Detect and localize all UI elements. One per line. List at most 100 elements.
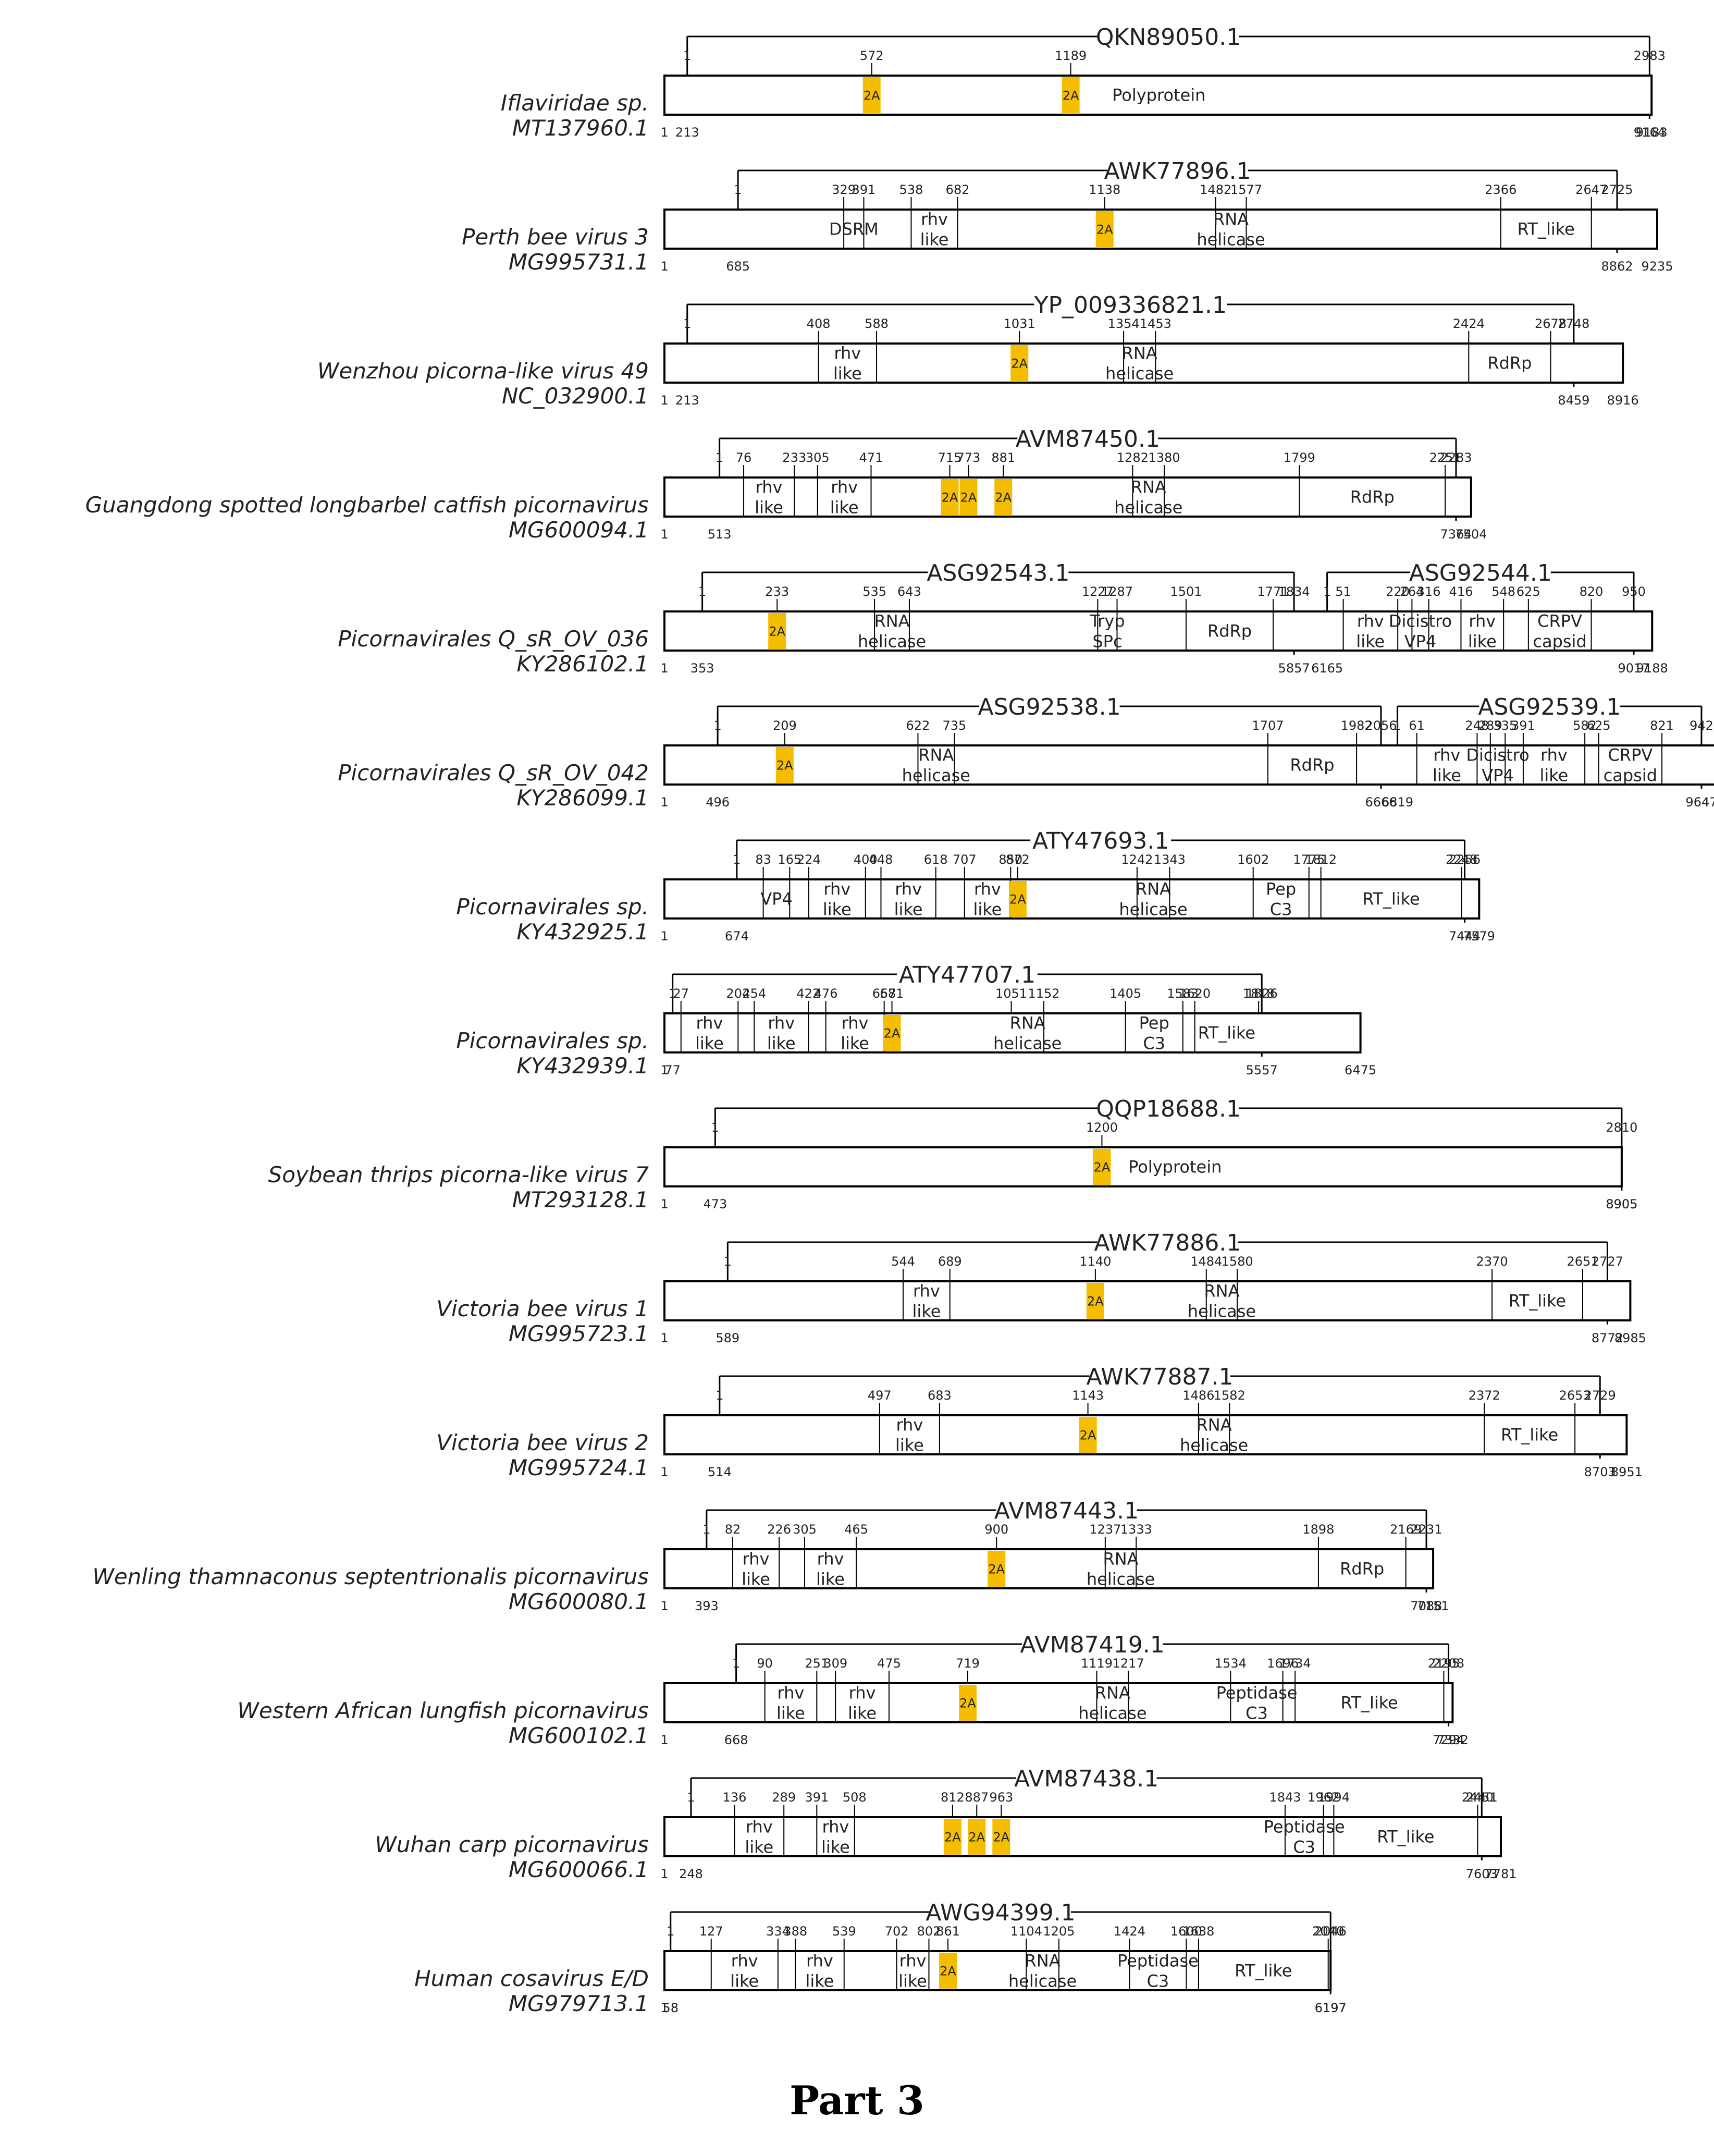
domain-label: Peptidase — [1264, 1817, 1345, 1837]
aa-position-label: 388 — [783, 1924, 807, 1939]
genome-box — [663, 75, 1653, 116]
aa-position-label: 2653 — [1559, 1388, 1591, 1403]
motif-2a-label: 2A — [776, 758, 793, 773]
motif-2a-label: 2A — [1080, 1428, 1096, 1443]
aa-position-label: 1343 — [1154, 852, 1186, 867]
domain-label: like — [823, 900, 852, 920]
nt-end-label: 6666 — [1365, 795, 1397, 810]
aa-position-label: 335 — [1493, 718, 1517, 733]
domain-label: like — [894, 900, 923, 920]
protein-accession: ASG92544.1 — [1409, 560, 1552, 586]
motif-2a-label: 2A — [1096, 223, 1113, 237]
aa-position-label: 643 — [897, 584, 921, 599]
aa-position-label: 1 — [716, 450, 723, 465]
nt-start-label: 353 — [690, 661, 714, 676]
domain-label: DSRM — [829, 219, 879, 239]
aa-position-label: 2370 — [1476, 1254, 1508, 1269]
genome-box — [663, 1280, 1632, 1321]
aa-position-label: 773 — [957, 450, 981, 465]
domain-label: RNA — [1025, 1951, 1061, 1971]
domain-label: rhv — [974, 879, 1001, 899]
aa-position-label: 657 — [872, 986, 896, 1001]
species-name: Soybean thrips picorna-like virus 7 — [268, 1162, 649, 1187]
aa-position-label: 76 — [736, 450, 752, 465]
genome-box — [663, 1414, 1628, 1455]
genome-box — [663, 476, 1472, 518]
motif-2a-box — [862, 77, 881, 113]
domain-label: helicase — [1078, 1704, 1146, 1723]
domain-label: like — [745, 1838, 773, 1857]
aa-position-label: 233 — [765, 584, 789, 599]
accession-number: NC_032900.1 — [502, 383, 649, 409]
domain-label: helicase — [1197, 230, 1265, 250]
aa-position-label: 689 — [938, 1254, 962, 1269]
aa-position-label: 1354 — [1108, 316, 1140, 331]
motif-2a-box — [968, 1819, 986, 1855]
motif-2a-label: 2A — [1011, 357, 1028, 371]
aa-position-label: 622 — [906, 718, 930, 733]
aa-position-label: 90 — [757, 1656, 773, 1671]
protein-accession: AWG94399.1 — [926, 1900, 1075, 1926]
motif-2a-label: 2A — [864, 89, 880, 103]
nt-start-label: 77 — [664, 1063, 681, 1077]
motif-2a-box — [994, 479, 1013, 515]
nt-one-label: 1 — [660, 125, 668, 140]
domain-label: SPc — [1092, 632, 1122, 652]
aa-position-label: 963 — [989, 1790, 1013, 1805]
domain-label: RT_like — [1509, 1291, 1566, 1311]
domain-label: helicase — [1119, 900, 1187, 920]
aa-position-label: 1982 — [1341, 718, 1373, 733]
domain-label: like — [1539, 766, 1568, 786]
genome-12: Wenling thamnaconus septentrionalis pico… — [92, 1498, 1449, 1614]
aa-position-label: 1582 — [1214, 1388, 1246, 1403]
domain-label: rhv — [1540, 745, 1568, 765]
domain-label: Peptidase — [1216, 1683, 1298, 1703]
motif-2a-box — [775, 747, 794, 783]
domain-label: like — [821, 1838, 850, 1857]
domain-label: RT_like — [1362, 889, 1420, 909]
aa-position-label: 1812 — [1305, 852, 1337, 867]
genome-box — [663, 1950, 1332, 1991]
domain-label: rhv — [817, 1549, 844, 1569]
aa-position-label: 1534 — [1215, 1656, 1247, 1671]
motif-2a-label: 2A — [1087, 1294, 1104, 1309]
genome-length-label: 7781 — [1485, 1867, 1516, 1881]
domain-label: Dicistro — [1389, 611, 1452, 631]
aa-position-label: 309 — [823, 1656, 847, 1671]
nt-one-label: 1 — [660, 929, 668, 944]
accession-number: KY286099.1 — [516, 785, 649, 811]
domain-label: RdRp — [1487, 353, 1532, 373]
aa-position-label: 887 — [965, 1790, 989, 1805]
nt-one-label: 1 — [660, 393, 668, 408]
aa-position-label: 1 — [702, 1522, 710, 1537]
aa-position-label: 1031 — [1004, 316, 1035, 331]
aa-position-label: 820 — [1580, 584, 1604, 599]
domain-label: Pep — [1139, 1013, 1169, 1033]
genome-length-label: 6475 — [1345, 1063, 1376, 1077]
aa-position-label: 1405 — [1109, 986, 1141, 1001]
species-name: Victoria bee virus 2 — [436, 1430, 649, 1455]
domain-label: helicase — [993, 1034, 1062, 1054]
species-name: Picornavirales Q_sR_OV_042 — [338, 760, 649, 786]
aa-position-label: 812 — [941, 1790, 965, 1805]
aa-position-label: 305 — [793, 1522, 817, 1537]
aa-position-label: 881 — [991, 450, 1015, 465]
aa-position-label: 1 — [669, 986, 676, 1001]
species-name: Picornavirales sp. — [456, 894, 649, 920]
protein-accession: AVM87438.1 — [1014, 1766, 1158, 1792]
domain-label: RNA — [1204, 1281, 1239, 1301]
accession-number: MG600102.1 — [509, 1723, 649, 1748]
motif-2a-label: 2A — [942, 491, 958, 505]
domain-label: like — [973, 900, 1002, 920]
genome-length-label: 9235 — [1641, 259, 1673, 274]
domain-label: RT_like — [1518, 219, 1575, 239]
aa-position-label: 588 — [865, 316, 889, 331]
aa-position-label: 2195 — [1428, 1656, 1460, 1671]
aa-position-label: 942 — [1690, 718, 1713, 733]
aa-position-label: 1707 — [1252, 718, 1284, 733]
aa-position-label: 289 — [1478, 718, 1502, 733]
domain-label: RNA — [1010, 1013, 1045, 1033]
genome-box — [663, 1682, 1454, 1723]
